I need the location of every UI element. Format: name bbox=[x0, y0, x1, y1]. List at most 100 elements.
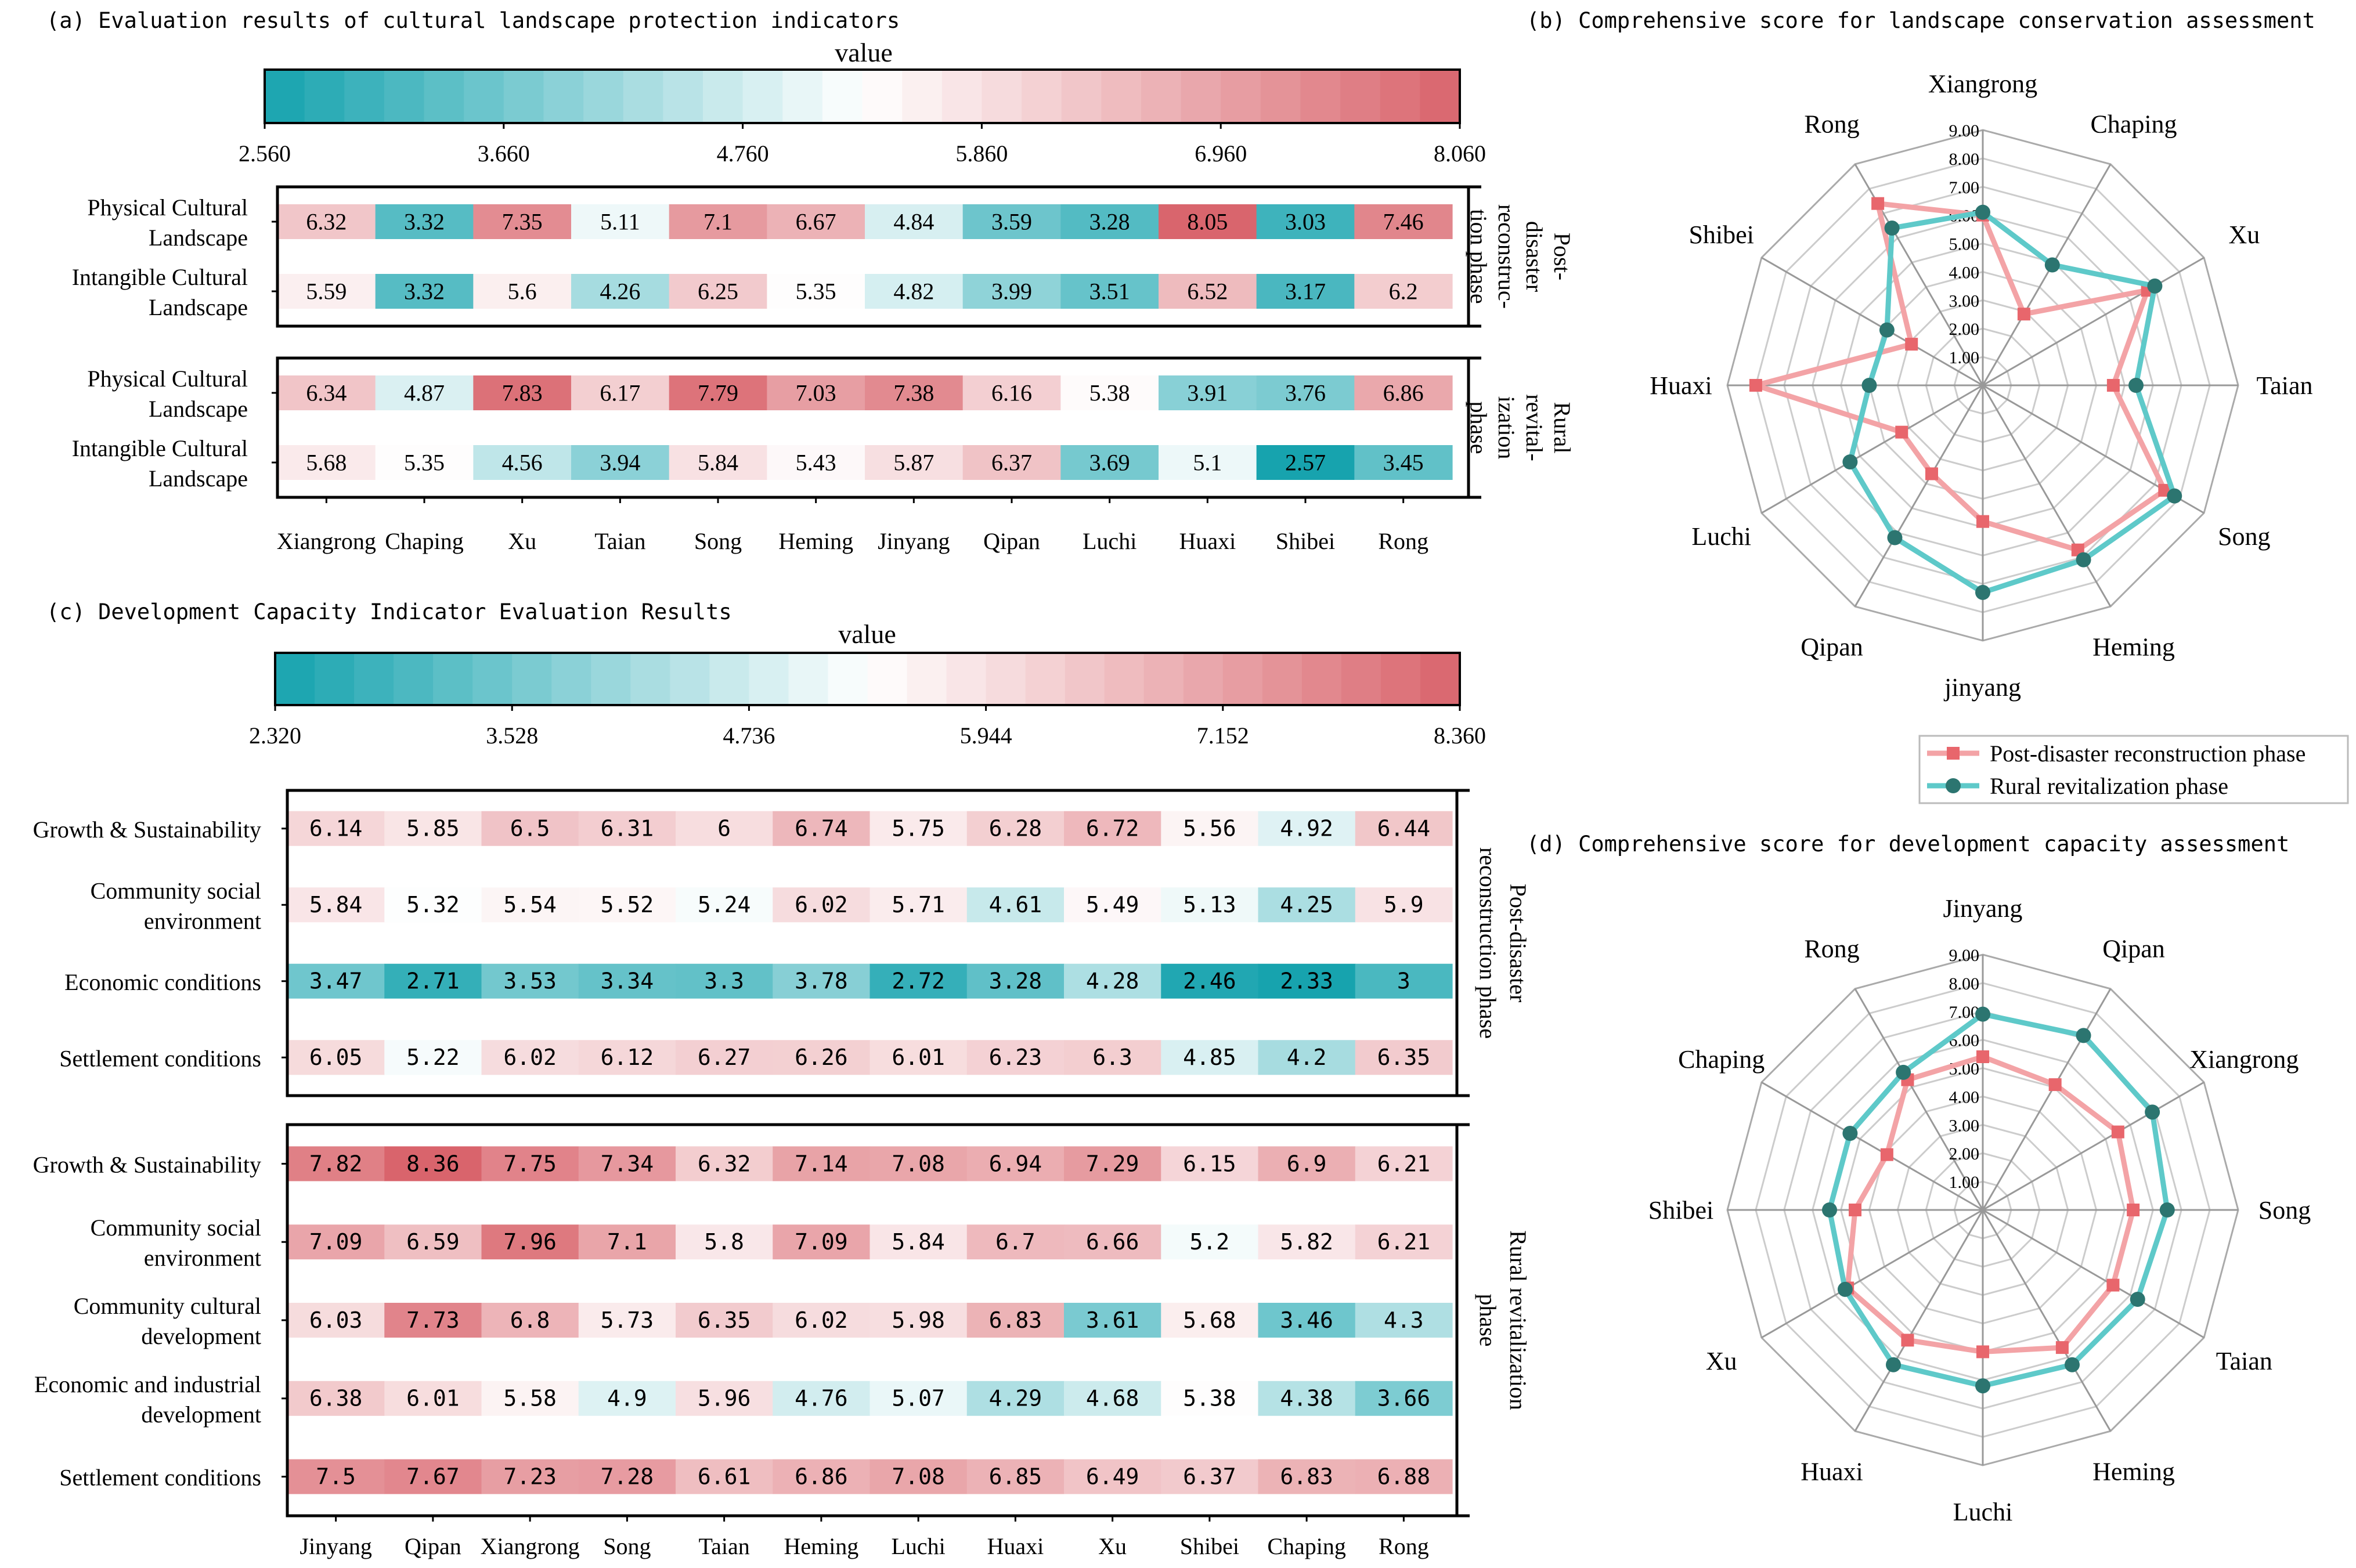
radar-ring-label: 8.00 bbox=[1949, 150, 1980, 169]
colorbar-segment bbox=[1183, 653, 1224, 705]
radar-point-rural bbox=[1975, 1006, 1990, 1022]
heatmap-cell bbox=[1258, 963, 1356, 999]
colorbar-tick-label: 3.528 bbox=[486, 722, 538, 749]
column-label: Rong bbox=[1378, 528, 1428, 554]
phase-label-line: phase bbox=[1466, 401, 1492, 454]
heatmap-cell bbox=[869, 1381, 968, 1416]
colorbar-segment bbox=[464, 70, 504, 123]
cell-value: 3.32 bbox=[404, 279, 445, 305]
heatmap-cell bbox=[1256, 274, 1355, 309]
cell-value: 7.08 bbox=[892, 1464, 945, 1490]
heatmap-cell bbox=[962, 274, 1061, 309]
radar-axis-label: Taian bbox=[2256, 371, 2312, 400]
cell-value: 6.85 bbox=[989, 1464, 1042, 1490]
heatmap-cell bbox=[1258, 1040, 1356, 1075]
heatmap-cell bbox=[669, 445, 767, 480]
radar-point-rural bbox=[1822, 1202, 1837, 1217]
radar-ring-label: 1.00 bbox=[1949, 348, 1980, 367]
row-label: Economic and industrial bbox=[34, 1371, 261, 1397]
radar-ring-label: 5.00 bbox=[1949, 235, 1980, 254]
phase-label-line: reconstruc- bbox=[1493, 204, 1520, 309]
heatmap-cell bbox=[1161, 1303, 1259, 1338]
cell-value: 7.75 bbox=[503, 1151, 557, 1176]
cell-value: 6.32 bbox=[698, 1151, 751, 1176]
heatmap-cell bbox=[384, 1381, 482, 1416]
phase-label-line: Rural bbox=[1549, 402, 1575, 454]
heatmap-cell bbox=[676, 1459, 773, 1494]
colorbar-segment bbox=[1420, 653, 1460, 705]
panel-c-title: (c) Development Capacity Indicator Evalu… bbox=[46, 599, 732, 624]
cell-value: 7.29 bbox=[1086, 1151, 1139, 1176]
heatmap-cell bbox=[473, 375, 572, 410]
colorbar-segment bbox=[543, 70, 584, 123]
radar-spoke bbox=[1761, 256, 1983, 386]
heatmap-cell bbox=[767, 204, 865, 239]
phase-label-line: tion phase bbox=[1466, 209, 1492, 304]
radar-point-rural bbox=[1837, 1281, 1853, 1297]
radar-axis-label: Jinyang bbox=[1943, 894, 2023, 923]
colorbar-segment bbox=[1221, 70, 1261, 123]
colorbar-tick-label: 4.760 bbox=[717, 140, 769, 167]
heatmap-cell bbox=[375, 375, 474, 410]
cell-value: 5.96 bbox=[698, 1386, 751, 1411]
heatmap-cell bbox=[384, 1040, 482, 1075]
row-label: Intangible Cultural bbox=[72, 435, 248, 461]
heatmap-cell bbox=[1355, 1303, 1453, 1338]
column-label: Chaping bbox=[1267, 1533, 1346, 1559]
cell-value: 6.35 bbox=[1377, 1045, 1431, 1070]
colorbar-segment bbox=[1380, 653, 1421, 705]
heatmap-cell bbox=[481, 1381, 579, 1416]
radar-ring-label: 4.00 bbox=[1949, 1088, 1980, 1107]
column-label: Huaxi bbox=[1179, 528, 1236, 554]
heatmap-cell bbox=[571, 204, 670, 239]
heatmap-cell bbox=[869, 1303, 968, 1338]
radar-axis-label: Luchi bbox=[1953, 1498, 2013, 1526]
heatmap-cell bbox=[773, 1146, 871, 1182]
heatmap-cell bbox=[473, 274, 572, 309]
colorbar-segment bbox=[749, 653, 789, 705]
heatmap-cell bbox=[277, 204, 376, 239]
column-label: Xiangrong bbox=[277, 528, 376, 554]
cell-value: 8.36 bbox=[406, 1151, 460, 1176]
radar-spoke bbox=[1982, 256, 2205, 386]
phase-label-line: Post- bbox=[1549, 233, 1575, 280]
radar-point-rural bbox=[1896, 1064, 1911, 1080]
cell-value: 6.2 bbox=[1389, 279, 1418, 305]
cell-value: 2.71 bbox=[406, 969, 460, 994]
cell-value: 7.23 bbox=[503, 1464, 557, 1490]
phase-label-line: phase bbox=[1475, 1294, 1501, 1346]
colorbar-segment bbox=[315, 653, 355, 705]
heatmap-cell bbox=[1355, 1146, 1453, 1182]
column-label: Qipan bbox=[405, 1533, 461, 1559]
radar-ring-label: 3.00 bbox=[1949, 1116, 1980, 1135]
heatmap-cell bbox=[1354, 445, 1453, 480]
cell-value: 5.49 bbox=[1086, 892, 1139, 917]
radar-ring-label: 3.00 bbox=[1949, 291, 1980, 310]
radar-axis-label: Song bbox=[2218, 522, 2270, 551]
heatmap-cell bbox=[384, 887, 482, 923]
cell-value: 5.9 bbox=[1384, 892, 1424, 917]
heatmap-cell bbox=[578, 963, 676, 999]
colorbar-segment bbox=[670, 653, 710, 705]
cell-value: 7.34 bbox=[601, 1151, 654, 1176]
cell-value: 6 bbox=[717, 816, 731, 841]
cell-value: 5.73 bbox=[601, 1307, 654, 1333]
cell-value: 3.34 bbox=[601, 969, 654, 994]
cell-value: 4.26 bbox=[600, 279, 640, 305]
phase-label-line: Rural revitalization bbox=[1505, 1230, 1531, 1410]
heatmap-cell bbox=[1159, 445, 1257, 480]
radar-ring-label: 7.00 bbox=[1949, 178, 1980, 197]
colorbar-segment bbox=[822, 70, 863, 123]
cell-value: 4.82 bbox=[893, 279, 934, 305]
panel-b: 1.002.003.004.005.006.007.008.009.00Xian… bbox=[1650, 70, 2312, 702]
heatmap-cell bbox=[966, 963, 1065, 999]
heatmap-cell bbox=[481, 1040, 579, 1075]
cell-value: 2.46 bbox=[1183, 969, 1236, 994]
cell-value: 5.35 bbox=[404, 450, 445, 476]
radar-spoke bbox=[1982, 1081, 2205, 1211]
colorbar-tick-label: 2.560 bbox=[239, 140, 291, 167]
radar-point-post bbox=[2106, 379, 2120, 392]
row-label: Landscape bbox=[149, 465, 248, 492]
cell-value: 3.46 bbox=[1280, 1307, 1333, 1333]
cell-value: 3.61 bbox=[1086, 1307, 1139, 1333]
